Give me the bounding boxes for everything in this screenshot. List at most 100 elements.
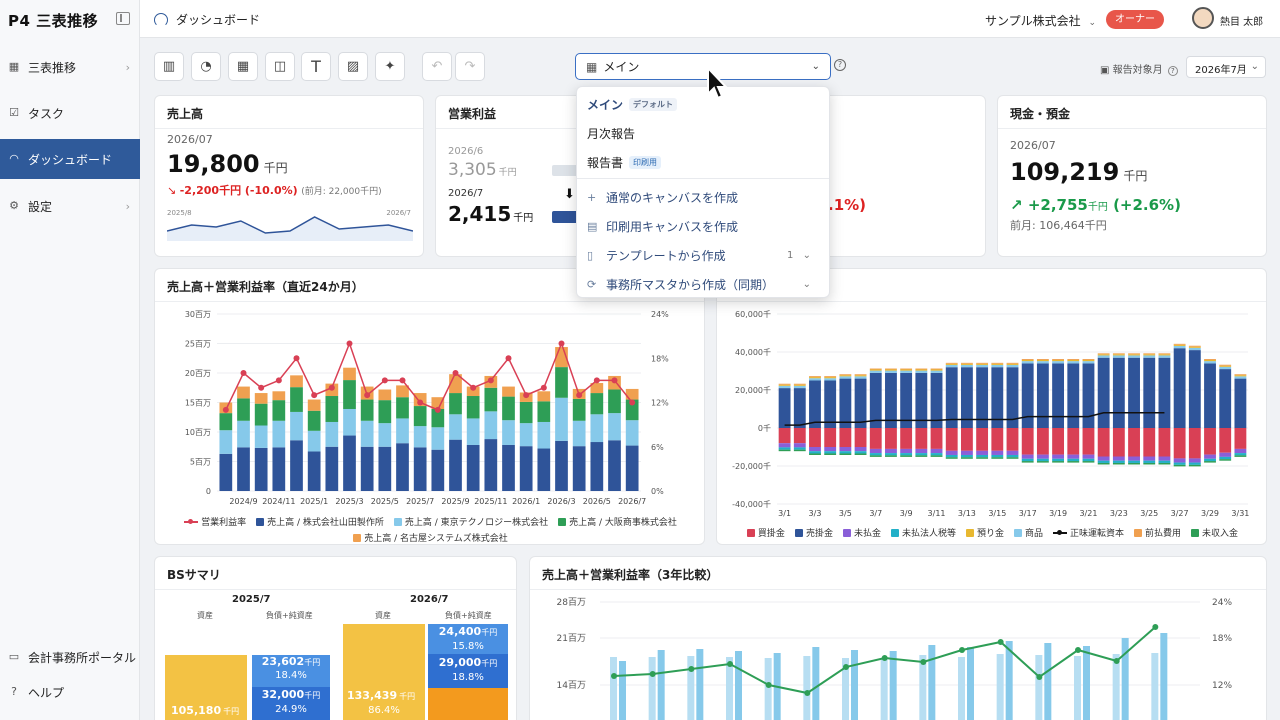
add-text-button[interactable]: T <box>301 52 331 81</box>
bar-receivable-other <box>1128 462 1140 465</box>
x-tick-label: 2026/5 <box>583 497 611 506</box>
help-icon[interactable]: ? <box>1167 66 1178 76</box>
bar-segment <box>396 418 409 444</box>
bar-segment <box>378 400 392 424</box>
margin-point <box>540 384 547 391</box>
bs-pct: 15.8% <box>452 641 484 652</box>
bs-summary-card[interactable]: BSサマリ 2025/7 2026/7 資産 負債+純資産 資産 負債+純資産 … <box>154 556 517 720</box>
add-gauge-button[interactable]: ◔ <box>191 52 221 81</box>
redo-button[interactable]: ↷ <box>455 52 485 81</box>
bar-segment <box>219 453 233 491</box>
legend-label: 商品 <box>1025 529 1044 539</box>
sidebar-item-dashboard[interactable]: ◠ ダッシュボード <box>0 139 140 179</box>
divider <box>717 301 1266 302</box>
create-print-canvas-button[interactable]: ▤ 印刷用キャンバスを作成 <box>587 218 738 235</box>
sidebar-collapse-icon[interactable] <box>116 12 130 25</box>
dropdown-item-report[interactable]: 報告書 印刷用 <box>587 154 662 171</box>
create-from-master-button[interactable]: ⟳ 事務所マスタから作成（同期） ⌄ <box>587 276 821 293</box>
y2-tick-label: 12% <box>651 399 669 408</box>
x-tick-label: 3/31 <box>1231 509 1249 518</box>
bar-inventory <box>1006 364 1019 368</box>
chart-card-3year[interactable]: 売上高＋営業利益率（3年比較） 28百万 21百万 14百万 24% 18% 12% <box>529 556 1267 720</box>
add-layout-button[interactable]: ◫ <box>265 52 295 81</box>
margin-point <box>452 370 459 376</box>
avatar[interactable] <box>1192 7 1214 29</box>
bar-receivable <box>1052 363 1065 428</box>
chart-card-sales-24m[interactable]: 売上高＋営業利益率（直近24か月） 30百万 25百万 20百万 15百万 10百万 5百… <box>154 268 705 545</box>
bar-deposit <box>1128 354 1140 356</box>
add-ai-button[interactable]: ✦ <box>375 52 405 81</box>
bar-current-year <box>889 651 897 720</box>
bar-receivable <box>930 372 943 428</box>
spark-end-label: 2026/7 <box>386 209 411 217</box>
chart2-svg: 60,000千 40,000千 20,000千 0千 -20,000千 -40,000千 3… <box>732 309 1249 518</box>
margin-point <box>576 392 583 399</box>
bar-current-year <box>1160 633 1168 720</box>
help-icon[interactable]: ? <box>834 59 846 71</box>
kpi-unit: 千円 <box>498 168 517 178</box>
bar-current-year <box>657 650 665 720</box>
bar-payable <box>1067 428 1080 455</box>
bar-deposit <box>809 377 821 379</box>
bar-segment <box>325 396 339 422</box>
gauge-icon: ◠ <box>9 152 19 165</box>
margin-point <box>417 399 424 406</box>
legend-swatch <box>184 518 199 524</box>
bar-inventory <box>809 378 821 381</box>
bar-segment <box>625 420 639 446</box>
bar-segment <box>502 386 515 397</box>
page-title: ダッシュボード <box>154 11 260 28</box>
bar-inventory <box>1128 355 1140 358</box>
kpi-card-cash[interactable]: 現金・預金 2026/07 109,219 千円 ↗ +2,755千円 (+2.6… <box>997 95 1267 257</box>
add-image-button[interactable]: ▨ <box>338 52 368 81</box>
bar-segment <box>272 391 286 401</box>
x-tick-label: 2025/5 <box>371 497 399 506</box>
bar-segment <box>325 446 339 491</box>
sidebar-item-help[interactable]: ? ヘルプ <box>0 672 140 712</box>
x-tick-label: 3/29 <box>1201 509 1219 518</box>
bar-inventory <box>1143 355 1156 358</box>
y2-tick-label: 0% <box>651 487 664 496</box>
chart-card-working-capital[interactable]: 60,000千 40,000千 20,000千 0千 -20,000千 -40,000千 3… <box>716 268 1267 545</box>
legend-label: 正味運転資本 <box>1070 529 1125 539</box>
add-table-button[interactable]: ▦ <box>228 52 258 81</box>
y-tick-label: -40,000千 <box>732 499 771 509</box>
kpi-card-sales[interactable]: 売上高 2026/07 19,800 千円 ↘ -2,200千円 (-10.0%)… <box>154 95 424 257</box>
sidebar-item-portal[interactable]: ▭ 会計事務所ポータル <box>0 637 140 677</box>
company-selector[interactable]: サンプル株式会社 ⌄ <box>985 12 1096 29</box>
create-from-template-button[interactable]: ▯ テンプレートから作成 1 ⌄ <box>587 247 821 264</box>
bar-tax <box>854 451 867 454</box>
trend-down-icon: ↘ <box>167 184 177 197</box>
bar-tax <box>1067 458 1080 462</box>
sidebar-item-settings[interactable]: ⚙ 設定 › <box>0 186 140 226</box>
chevron-right-icon: › <box>125 60 130 74</box>
arrow-down-icon: ⬇ <box>564 187 575 202</box>
sidebar-item-sanpyo[interactable]: ▦ 三表推移 › <box>0 47 140 87</box>
bar-payable <box>1021 428 1034 455</box>
bar-tax <box>1234 453 1247 456</box>
user-name[interactable]: 熱目 太郎 <box>1220 17 1264 28</box>
bar-receivable <box>1036 363 1049 428</box>
x-tick-label: 3/25 <box>1140 509 1158 518</box>
canvas-selector[interactable]: ▦ メイン ⌄ <box>575 53 831 80</box>
bar-deposit <box>885 369 897 371</box>
period-select[interactable]: 2026年7月 ⌄ <box>1186 56 1266 78</box>
bar-prev-year <box>996 654 1004 720</box>
bar-receivable <box>915 372 928 428</box>
bar-payable <box>930 428 943 449</box>
sidebar-item-tasks[interactable]: ☑ タスク <box>0 93 140 133</box>
create-canvas-button[interactable]: + 通常のキャンバスを作成 <box>587 189 738 206</box>
undo-button[interactable]: ↶ <box>422 52 452 81</box>
bar-segment <box>254 425 268 448</box>
bar-inventory <box>793 385 806 389</box>
bar-prepaid <box>869 368 882 370</box>
dropdown-item-main[interactable]: メイン デフォルト <box>587 96 678 113</box>
bar-payable <box>809 428 821 447</box>
bar-accrued <box>1052 454 1065 459</box>
bar-segment <box>519 446 533 491</box>
dropdown-item-monthly[interactable]: 月次報告 <box>587 125 635 142</box>
divider <box>530 589 1266 590</box>
kpi-value: 109,219 千円 <box>1010 158 1147 186</box>
legend-label: 未払金 <box>853 529 881 539</box>
add-bar-chart-button[interactable]: ▥ <box>154 52 184 81</box>
